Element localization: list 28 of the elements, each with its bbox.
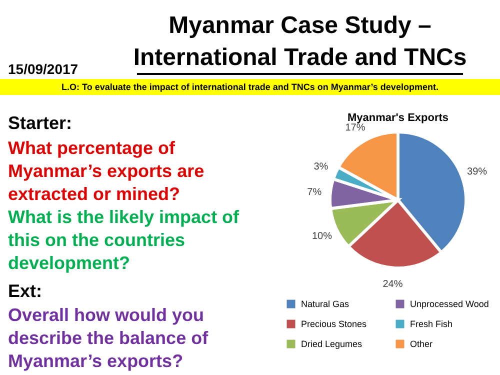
chart-title: Myanmar's Exports	[347, 112, 449, 124]
text: Myanmar’s exports?	[8, 351, 184, 371]
text: describe the balance of	[8, 328, 210, 348]
legend-label: Precious Stones	[301, 319, 368, 329]
text: Starter:	[8, 113, 72, 133]
text: Overall how would you	[8, 305, 204, 325]
text: Ext:	[8, 281, 42, 301]
legend-label: Fresh Fish	[410, 319, 453, 329]
legend-label: Dried Legumes	[301, 339, 363, 349]
text: 15/09/2017	[8, 61, 78, 77]
data-label: 24%	[382, 278, 403, 290]
text: L.O: To evaluate the impact of international trade and TNCs on Myanmar’s development.	[62, 82, 438, 92]
legend-label: Other	[410, 339, 433, 349]
data-label: 3%	[314, 162, 328, 173]
data-label: 39%	[467, 166, 488, 178]
legend-label: Natural Gas	[301, 299, 350, 309]
data-label: 10%	[312, 230, 332, 242]
data-label: 17%	[345, 122, 366, 134]
text: What percentage of	[8, 138, 176, 158]
text: Myanmar Case Study –	[168, 12, 432, 39]
text: this on the countries	[8, 230, 186, 250]
text: Myanmar’s exports are	[8, 161, 204, 181]
legend-label: Unprocessed Wood	[410, 299, 489, 309]
text: extracted or mined?	[8, 184, 180, 204]
text: development?	[8, 253, 130, 273]
data-label: 7%	[307, 187, 322, 198]
text: International Trade and TNCs	[133, 44, 467, 71]
text: What is the likely impact of	[8, 207, 240, 227]
